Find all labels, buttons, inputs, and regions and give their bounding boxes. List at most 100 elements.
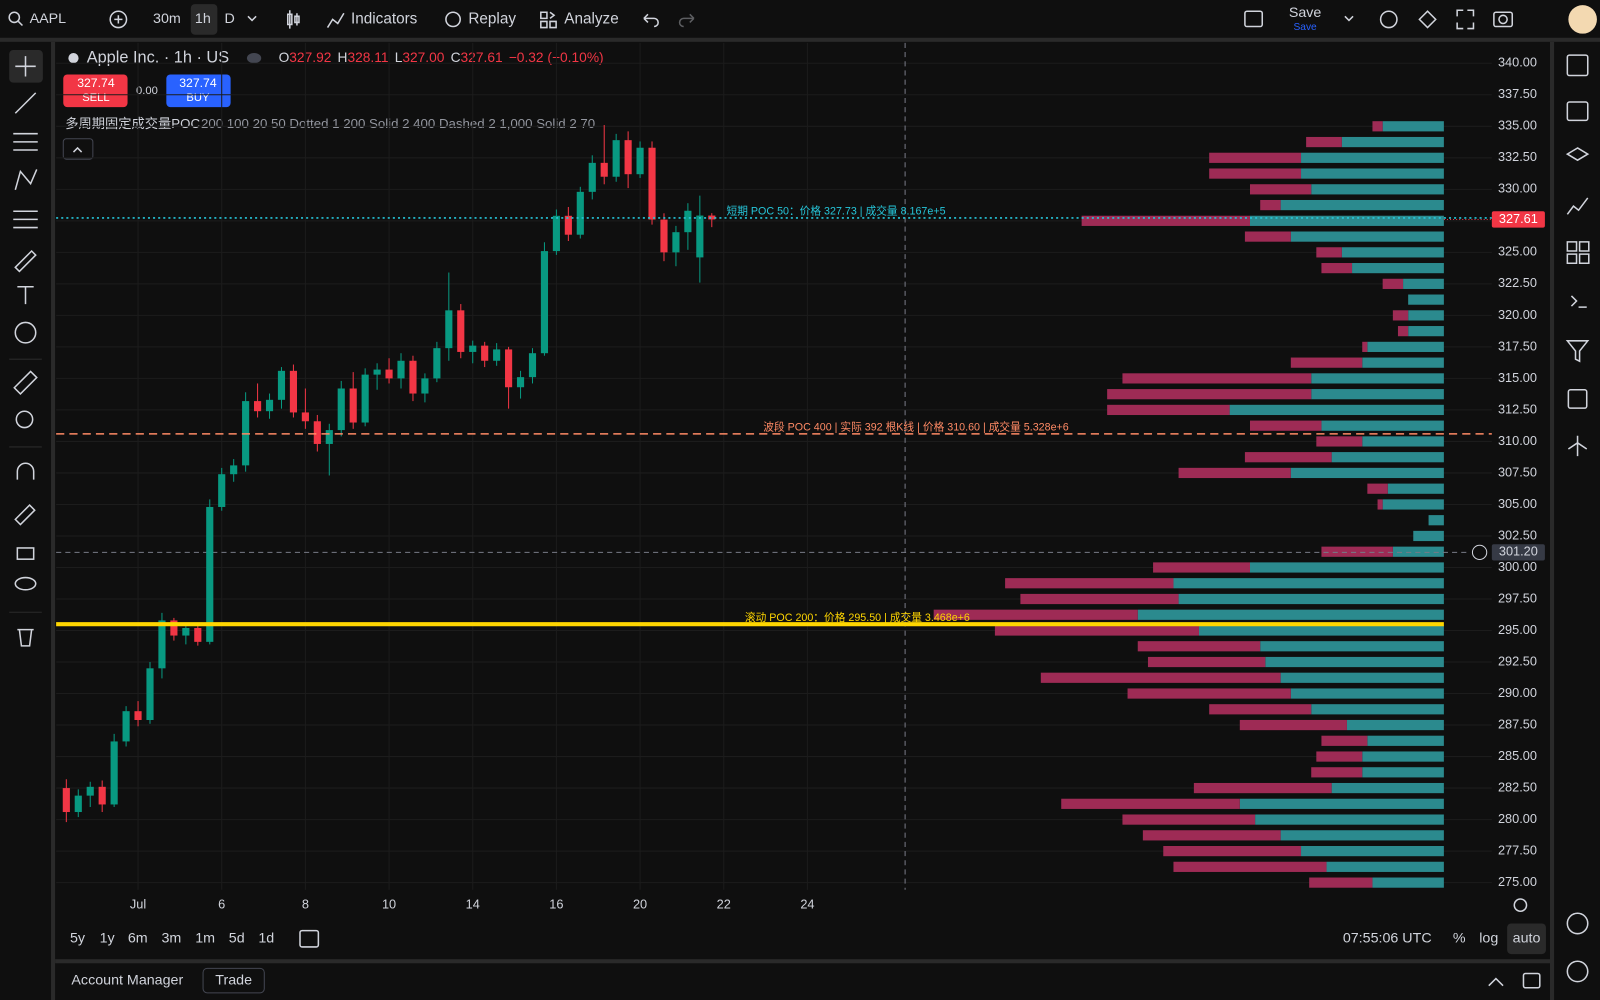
speed-icon[interactable]	[1566, 912, 1589, 935]
crosshair-tool[interactable]	[15, 56, 36, 77]
candle-body	[516, 377, 525, 388]
profile-down	[1040, 672, 1281, 683]
watchlist-icon[interactable]	[1566, 54, 1589, 77]
search-icon[interactable]	[8, 11, 21, 24]
range-button[interactable]: 3m	[162, 931, 182, 947]
fullscreen-icon[interactable]	[1456, 9, 1475, 30]
right-sidebar	[1565, 54, 1590, 983]
account-manager[interactable]: Account Manager	[71, 972, 183, 988]
indicator-name[interactable]: 多周期固定成交量POC	[65, 115, 200, 131]
maximize-panel[interactable]	[1522, 972, 1541, 989]
pattern-tool[interactable]	[14, 169, 38, 191]
data-icon[interactable]	[1566, 197, 1589, 215]
grid-icon[interactable]	[1566, 241, 1590, 265]
alerts-icon[interactable]	[1566, 101, 1589, 122]
draw-mode-tool[interactable]	[14, 504, 36, 526]
range-button[interactable]: 1m	[195, 931, 215, 947]
avatar[interactable]	[1568, 5, 1597, 34]
candle-body	[672, 232, 680, 253]
measure-tool[interactable]	[13, 370, 38, 395]
save-menu[interactable]	[1344, 15, 1354, 22]
add-symbol[interactable]	[109, 10, 128, 29]
candle-body	[265, 399, 274, 412]
candle-body	[409, 360, 417, 394]
candle-body	[361, 374, 369, 423]
trade-button[interactable]: Trade	[215, 972, 252, 988]
pine-icon[interactable]	[1570, 295, 1587, 308]
candle-body	[457, 310, 465, 352]
candle-body	[660, 219, 668, 253]
range-button[interactable]: 1y	[100, 931, 116, 947]
screener-icon[interactable]	[1565, 340, 1590, 363]
interval[interactable]: 30m	[153, 11, 181, 27]
alert-icon[interactable]	[1379, 10, 1398, 29]
candle-body	[325, 430, 333, 444]
range-button[interactable]: 5y	[70, 931, 86, 947]
buy-button[interactable]	[166, 74, 231, 108]
candle-body	[612, 140, 620, 177]
interval-menu[interactable]	[247, 15, 257, 22]
candle-body	[469, 345, 477, 352]
brush-tool[interactable]	[14, 249, 37, 273]
profile-up	[1178, 593, 1444, 605]
indicators-button[interactable]: Indicators	[351, 10, 418, 27]
poc-label: 短期 POC 50：价格 327.73 | 成交量 8.167e+5	[727, 205, 946, 218]
interval[interactable]: D	[224, 11, 234, 27]
remove-tool[interactable]	[17, 628, 34, 647]
percent-toggle[interactable]: %	[1453, 931, 1466, 947]
redo[interactable]	[678, 13, 695, 28]
legend-eye[interactable]	[246, 53, 262, 64]
profile-down	[1020, 593, 1179, 605]
symbol[interactable]: AAPL	[30, 11, 67, 27]
x-tick-label: 8	[302, 896, 309, 911]
profile-up	[1260, 641, 1444, 652]
buy-label: BUY	[186, 92, 210, 104]
buy-price: 327.74	[179, 76, 217, 90]
range-button[interactable]: 5d	[229, 931, 245, 947]
fib-tool[interactable]	[13, 132, 38, 151]
goto-date[interactable]	[299, 929, 320, 948]
screenshot-icon[interactable]	[1493, 11, 1514, 28]
replay-button[interactable]: Replay	[468, 10, 516, 27]
lock-tool[interactable]	[16, 547, 35, 560]
calendar-icon[interactable]	[1567, 389, 1588, 409]
chart-type-icon[interactable]	[286, 10, 300, 29]
range-button[interactable]: 6m	[128, 931, 148, 947]
expand-panel[interactable]	[1488, 977, 1504, 987]
profile-up	[1290, 467, 1444, 479]
crosshair-tag	[1491, 544, 1545, 561]
help-icon[interactable]	[1566, 960, 1589, 983]
candle-body	[277, 370, 286, 400]
text-tool[interactable]	[17, 285, 34, 305]
ideas-icon[interactable]	[1567, 435, 1588, 457]
search-icon-handle	[17, 20, 23, 27]
hide-tool[interactable]	[14, 576, 37, 591]
zoom-tool[interactable]	[15, 410, 34, 429]
interval[interactable]: 1h	[195, 11, 211, 27]
layers-icon[interactable]	[1565, 147, 1590, 162]
ohlc-label: C	[451, 50, 461, 65]
save-button[interactable]: Save	[1289, 5, 1322, 21]
profile-up	[1346, 719, 1444, 731]
range-button[interactable]: 1d	[258, 931, 274, 947]
candle-body	[481, 345, 489, 361]
icon-tool[interactable]	[14, 321, 37, 344]
settings-icon[interactable]	[1418, 10, 1437, 29]
forecast-tool[interactable]	[13, 210, 38, 229]
sell-button[interactable]	[63, 74, 128, 108]
profile-up	[1280, 830, 1444, 841]
layout-icon[interactable]	[1244, 10, 1264, 28]
candle-body	[134, 711, 142, 721]
log-toggle[interactable]: log	[1479, 931, 1498, 947]
auto-toggle[interactable]: auto	[1513, 931, 1541, 947]
undo[interactable]	[643, 13, 659, 28]
magnet-tool[interactable]	[16, 462, 35, 480]
plot: 275.00 277.50 280.00 282.50 285.00 287.50 290.…	[56, 42, 1545, 911]
profile-up	[1255, 814, 1444, 825]
profile-up	[1428, 515, 1444, 526]
legend-collapse[interactable]	[62, 138, 94, 160]
profile-down	[1209, 168, 1302, 179]
analyze-button[interactable]: Analyze	[564, 10, 618, 27]
axis-settings[interactable]	[1513, 898, 1528, 912]
trendline-tool[interactable]	[14, 92, 37, 114]
